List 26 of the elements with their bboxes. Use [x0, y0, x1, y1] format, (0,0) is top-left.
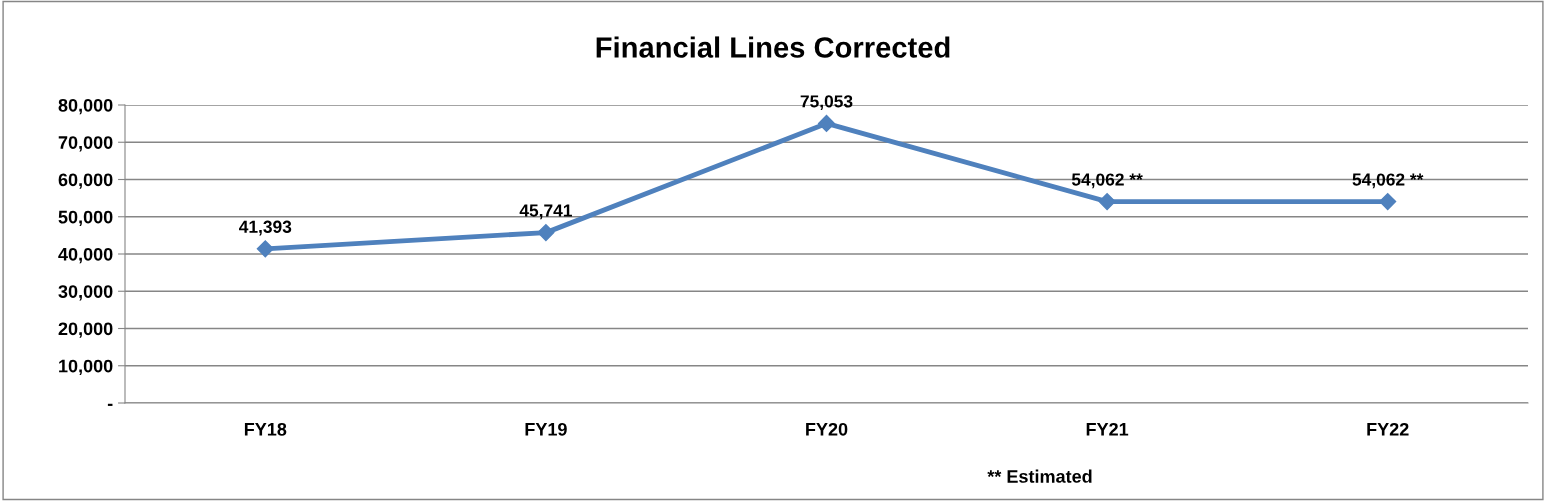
text: ** Estimated [987, 469, 1092, 483]
y-tick-label: 60,000 [58, 173, 113, 189]
y-tick-label: 10,000 [59, 359, 113, 376]
point [537, 224, 555, 242]
chart-title: Financial Lines Corrected [596, 36, 950, 58]
y-tick-label: 40,000 [58, 247, 113, 264]
x-tick-label: FY18 [244, 422, 287, 436]
data-label: 45,741 [519, 204, 572, 220]
y-tick-label: 20,000 [58, 322, 113, 338]
x-tick-label: FY20 [806, 422, 848, 436]
y-tick-label: 70,000 [58, 136, 113, 152]
x-tick-label: FY19 [525, 422, 567, 436]
data-label: 54,062 ** [1071, 173, 1143, 189]
data-label: 75,053 [800, 95, 853, 111]
y-tick-label: 50,000 [58, 210, 113, 227]
y-tick-label: - [107, 403, 113, 406]
point [1379, 193, 1397, 211]
point [256, 240, 274, 258]
point [1098, 193, 1116, 211]
data-label: 54,062 ** [1352, 173, 1424, 189]
y-tick-label: 80,000 [58, 98, 113, 115]
x-tick-label: FY22 [1367, 422, 1409, 436]
y-tick-label: 30,000 [58, 285, 113, 301]
x-tick-label: FY21 [1086, 422, 1129, 436]
point [817, 114, 836, 132]
data-label: 41,393 [239, 220, 292, 236]
